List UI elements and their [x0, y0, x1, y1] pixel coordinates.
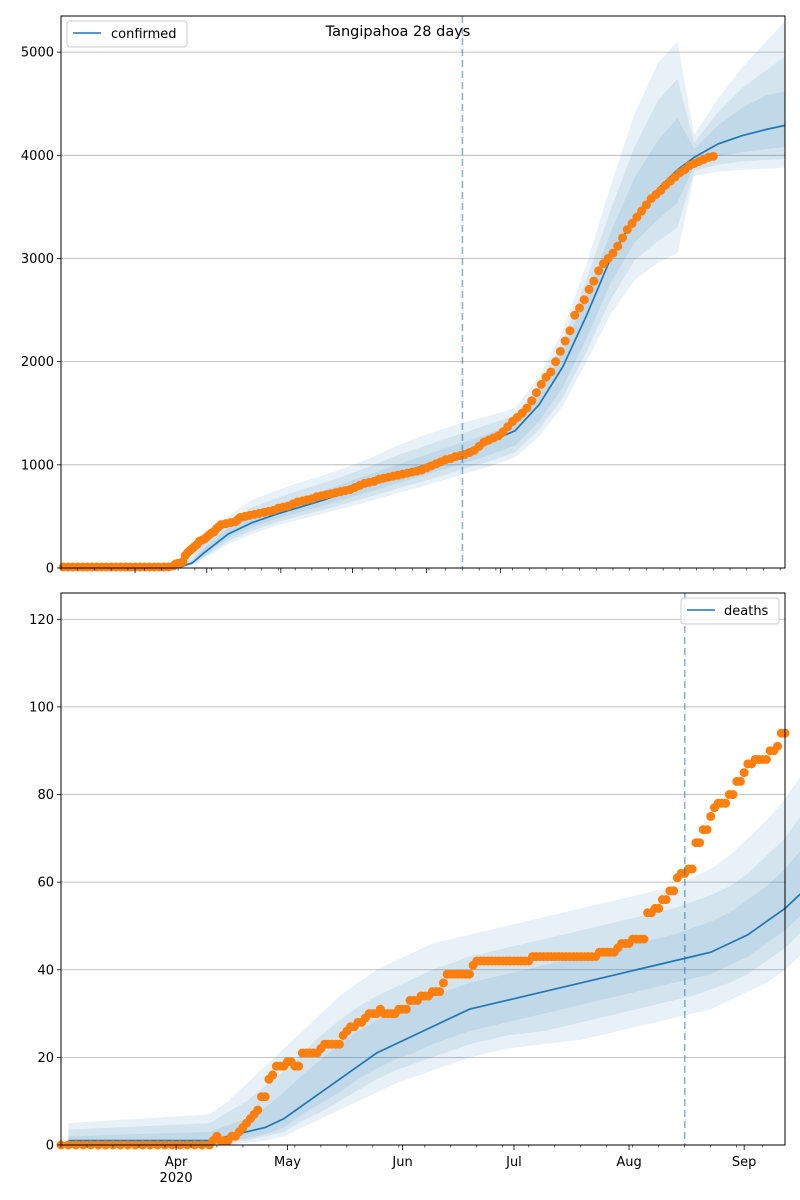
deaths-y-tick-label: 40	[37, 963, 54, 978]
confirmed-observed-point	[632, 212, 642, 222]
deaths-observed-point	[253, 1105, 263, 1115]
deaths-x-tick-label: Apr	[165, 1155, 188, 1170]
deaths-observed-point	[735, 776, 745, 786]
deaths-observed-point	[639, 934, 649, 944]
confirmed-observed-point	[637, 206, 647, 216]
confirmed-legend-box	[66, 20, 188, 48]
deaths-x-tick-label: Jul	[505, 1155, 522, 1170]
deaths-y-tick-label: 0	[46, 1139, 54, 1154]
confirmed-plot-frame	[60, 15, 786, 569]
confirmed-observed-point	[708, 151, 718, 161]
deaths-observed-point	[739, 768, 749, 778]
deaths-y-axis: 0 20 40 60 80 100 120	[29, 613, 61, 1154]
deaths-observed-point	[294, 1061, 304, 1071]
confirmed-y-tick-label: 2000	[21, 355, 54, 370]
deaths-model-line	[68, 893, 800, 1142]
confirmed-y-tick-label: 5000	[21, 46, 54, 61]
confirmed-y-tick-label: 1000	[21, 458, 54, 473]
confirmed-observed-point	[641, 200, 651, 210]
confirmed-y-tick-label: 4000	[21, 149, 54, 164]
confirmed-observed-point	[570, 310, 580, 320]
confirmed-observed-point	[584, 284, 594, 294]
confirmed-observed-point	[551, 357, 561, 367]
confirmed-observed-point	[527, 396, 537, 406]
deaths-x-tick-label: May	[274, 1155, 301, 1170]
confirmed-y-tick-label: 3000	[21, 252, 54, 267]
confirmed-y-axis: 0 1000 2000 3000 4000 5000	[21, 46, 61, 577]
confirmed-observed-points	[58, 151, 718, 572]
deaths-y-tick-label: 20	[37, 1051, 54, 1066]
deaths-observed-point	[721, 798, 731, 808]
deaths-observed-point	[654, 903, 664, 913]
deaths-observed-point	[661, 895, 671, 905]
confirmed-observed-point	[565, 326, 575, 336]
deaths-observed-point	[761, 754, 771, 764]
deaths-x-axis: Apr May Jun Jul Aug Sep 2020	[60, 1145, 764, 1186]
deaths-observed-point	[728, 790, 738, 800]
confirmed-observed-point	[522, 403, 532, 413]
deaths-observed-point	[706, 811, 716, 821]
deaths-y-tick-label: 100	[29, 700, 54, 715]
confirmed-observed-point	[608, 248, 618, 258]
deaths-observed-point	[695, 838, 705, 848]
confirmed-legend-label: confirmed	[111, 27, 177, 42]
confirmed-observed-point	[546, 367, 556, 377]
confirmed-chart: 0 1000 2000 3000 4000 5000 Tangipahoa 28 days…	[21, 15, 786, 577]
deaths-confidence-bands	[68, 777, 800, 1145]
deaths-confidence-band-1	[68, 777, 800, 1145]
confirmed-observed-point	[622, 225, 632, 235]
deaths-x-year-label: 2020	[160, 1171, 193, 1186]
deaths-legend-label: deaths	[724, 604, 769, 619]
confirmed-observed-point	[627, 218, 637, 228]
deaths-y-tick-label: 80	[37, 788, 54, 803]
deaths-observed-point	[435, 987, 445, 997]
figure-title: Tangipahoa 28 days	[325, 24, 471, 40]
confirmed-observed-point	[575, 303, 585, 313]
confirmed-observed-point	[618, 233, 628, 243]
confirmed-y-tick-label: 0	[46, 562, 54, 577]
deaths-observed-point	[438, 978, 448, 988]
deaths-observed-point	[464, 969, 474, 979]
deaths-legend: deaths	[680, 597, 780, 625]
confirmed-observed-point	[560, 336, 570, 346]
deaths-x-tick-label: Jun	[391, 1155, 412, 1170]
deaths-observed-point	[334, 1039, 344, 1049]
confirmed-observed-point	[555, 346, 565, 356]
deaths-observed-point	[687, 864, 697, 874]
deaths-observed-point	[268, 1070, 278, 1080]
confirmed-confidence-band-1	[65, 21, 786, 569]
confirmed-observed-point	[536, 379, 546, 389]
deaths-observed-point	[260, 1092, 270, 1102]
deaths-gridlines	[61, 618, 785, 1058]
deaths-x-tick-label: Sep	[732, 1155, 757, 1170]
deaths-confidence-band-3	[68, 851, 800, 1145]
deaths-plot-frame	[60, 592, 786, 1146]
confirmed-legend: confirmed	[66, 20, 188, 48]
confirmed-observed-point	[594, 266, 604, 276]
deaths-confidence-band-2	[68, 817, 800, 1145]
deaths-observed-point	[773, 741, 783, 751]
deaths-legend-box	[680, 597, 780, 625]
confirmed-observed-point	[589, 276, 599, 286]
deaths-model-line	[68, 893, 800, 1142]
deaths-y-tick-label: 60	[37, 876, 54, 891]
confirmed-gridlines	[61, 51, 785, 466]
deaths-x-tick-label: Aug	[616, 1155, 641, 1170]
deaths-observed-point	[401, 1004, 411, 1014]
deaths-chart: 0 20 40 60 80 100 120 Apr May Jun Jul Aug Sep 2020 d…	[29, 592, 800, 1186]
confirmed-observed-point	[613, 241, 623, 251]
deaths-y-tick-label: 120	[29, 613, 54, 628]
deaths-observed-point	[702, 825, 712, 835]
confirmed-x-axis	[60, 568, 781, 573]
confirmed-observed-point	[579, 295, 589, 305]
confirmed-observed-point	[531, 388, 541, 398]
deaths-observed-point	[669, 886, 679, 896]
